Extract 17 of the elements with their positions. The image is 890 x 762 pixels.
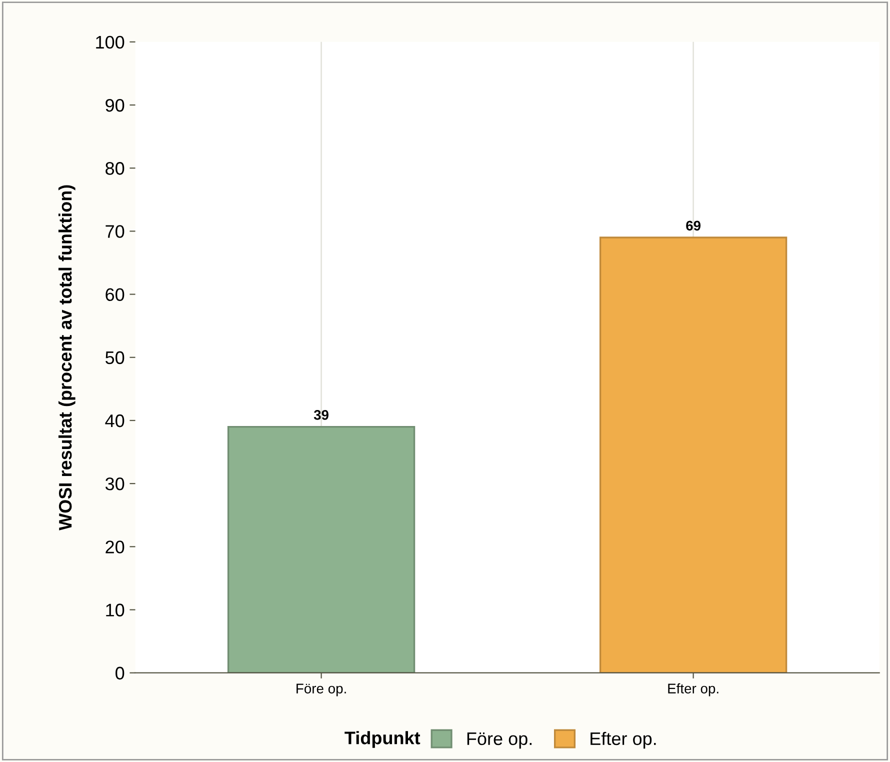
legend-label: Före op.: [467, 732, 532, 749]
y-tick-label: 20: [106, 540, 124, 554]
y-tick-label: 60: [106, 288, 124, 302]
y-tick-label: 90: [106, 98, 124, 112]
y-tick-label: 40: [105, 414, 124, 428]
y-tick-label: 80: [106, 162, 124, 175]
y-tick-label: 50: [106, 351, 124, 364]
y-tick-label: 100: [96, 36, 124, 49]
legend-label: Efter op.: [590, 732, 656, 749]
y-tick-label: 70: [106, 225, 124, 238]
data-label: 69: [686, 220, 701, 231]
y-tick-label: 10: [106, 604, 124, 616]
y-tick-label: 30: [105, 478, 124, 490]
y-axis-title: WOSI resultat (procent av total funktion): [58, 185, 76, 530]
legend-title: Tidpunkt: [344, 731, 420, 748]
y-tick-label: 0: [116, 666, 124, 680]
data-label: 39: [314, 410, 328, 420]
